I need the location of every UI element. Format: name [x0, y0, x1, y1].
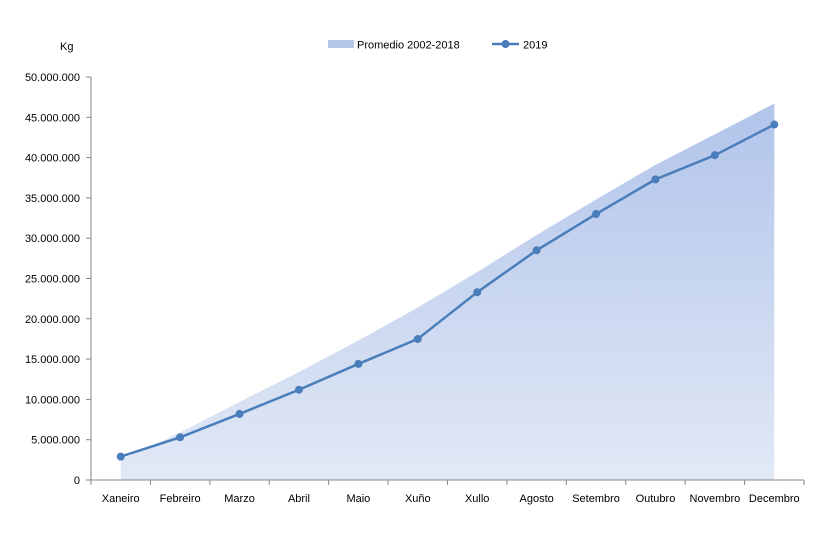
x-tick-label: Febreiro	[160, 493, 201, 505]
data-point-2019	[354, 359, 363, 368]
legend-marker	[501, 40, 510, 48]
data-point-2019	[710, 151, 719, 160]
axes: 0 5.000.000 10.000.000 15.000.000 20.000.000…	[25, 72, 805, 505]
data-point-2019	[473, 288, 482, 297]
x-tick-label: Maio	[346, 493, 370, 505]
y-tick-label: 30.000.000	[25, 233, 80, 245]
average-area	[120, 103, 775, 481]
y-tick-label: 50.000.000	[25, 72, 80, 84]
x-tick-label: Setembro	[572, 493, 620, 505]
y-tick-label: 10.000.000	[25, 394, 80, 406]
x-tick-label: Xuño	[405, 493, 431, 505]
x-tick-label: Abril	[288, 493, 310, 505]
y-axis-label: Kg	[60, 41, 73, 53]
y-tick-label: 25.000.000	[25, 274, 80, 286]
data-point-2019	[413, 334, 422, 343]
line-series-2019	[116, 120, 779, 461]
x-tick-label: Xullo	[465, 493, 489, 505]
legend: Promedio 2002-2018 2019	[328, 40, 547, 52]
x-tick-label: Marzo	[224, 493, 255, 505]
x-tick-label: Novembro	[690, 493, 741, 505]
data-point-2019	[176, 433, 185, 442]
data-point-2019	[770, 120, 779, 129]
x-tick-label: Decembro	[749, 493, 800, 505]
data-point-2019	[532, 246, 541, 255]
average-area-layer	[120, 103, 775, 481]
y-tick-label: 40.000.000	[25, 153, 80, 165]
legend-label-average: Promedio 2002-2018	[357, 40, 460, 52]
y-tick-label: 0	[74, 475, 80, 487]
data-point-2019	[116, 452, 125, 461]
y-tick-label: 5.000.000	[31, 435, 80, 447]
legend-label-2019: 2019	[523, 40, 547, 52]
data-point-2019	[592, 210, 601, 219]
x-tick-label: Xaneiro	[102, 493, 140, 505]
legend-area-swatch	[328, 40, 354, 48]
data-point-2019	[235, 409, 244, 418]
y-tick-label: 45.000.000	[25, 112, 80, 124]
x-tick-label: Agosto	[520, 493, 554, 505]
data-point-2019	[294, 385, 303, 394]
y-tick-label: 15.000.000	[25, 354, 80, 366]
y-tick-label: 35.000.000	[25, 193, 80, 205]
x-tick-label: Outubro	[636, 493, 676, 505]
line-2019	[120, 123, 775, 458]
y-tick-label: 20.000.000	[25, 314, 80, 326]
data-point-2019	[651, 175, 660, 184]
